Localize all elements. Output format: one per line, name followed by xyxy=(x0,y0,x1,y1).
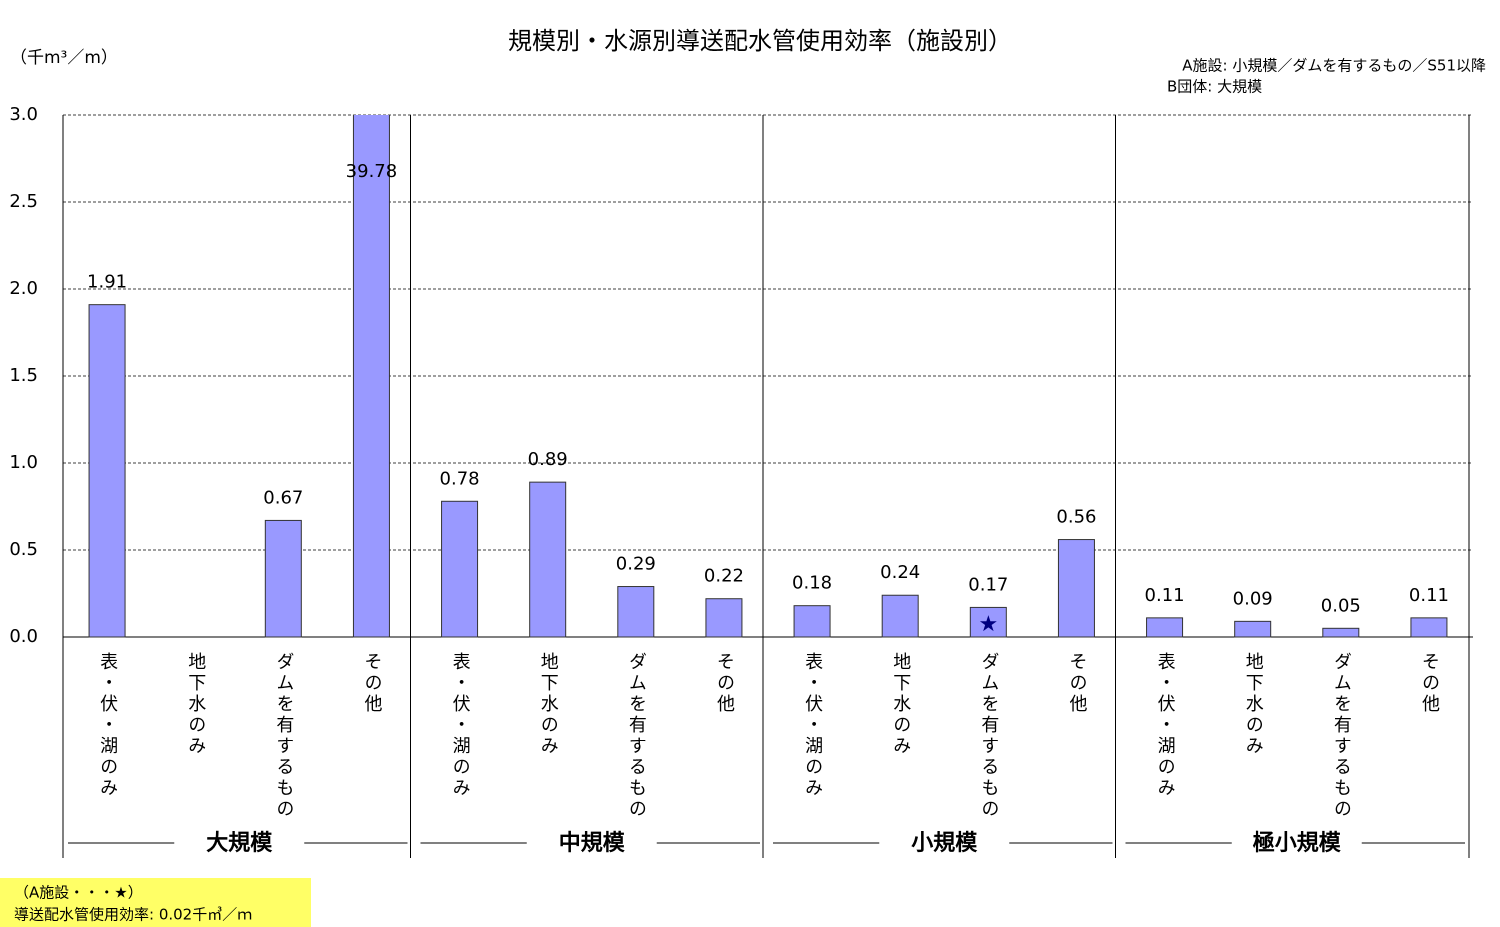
bar xyxy=(1234,620,1272,638)
value-label: 0.78 xyxy=(440,468,480,489)
value-label: 0.67 xyxy=(263,487,303,508)
value-label: 0.17 xyxy=(968,574,1008,595)
x-tick-label: 表・伏・湖のみ xyxy=(97,652,118,799)
group-label: 極小規模 xyxy=(1253,830,1342,856)
y-unit: （千m³／m） xyxy=(10,48,118,68)
x-tick-label: ダムを有するもの xyxy=(626,652,647,820)
bar xyxy=(617,586,655,638)
footnote: 導送配水管使用効率: 0.02千㎥／ｍ xyxy=(14,906,252,924)
bar xyxy=(881,594,919,638)
bar xyxy=(352,115,390,638)
bar xyxy=(793,605,831,638)
y-tick-label: 2.0 xyxy=(9,278,38,299)
x-tick-label: 表・伏・湖のみ xyxy=(1155,652,1176,799)
group-label: 中規模 xyxy=(559,831,626,856)
value-label: 39.78 xyxy=(346,161,398,182)
bar xyxy=(264,519,302,638)
bar xyxy=(1146,617,1184,638)
group-label: 小規模 xyxy=(911,831,978,856)
y-tick-label: 2.5 xyxy=(9,191,38,212)
x-tick-label: 表・伏・湖のみ xyxy=(450,652,471,799)
value-label: 0.18 xyxy=(792,573,832,594)
value-label: 0.05 xyxy=(1321,595,1361,616)
note: A施設: 小規模／ダムを有するもの／S51以降 xyxy=(1182,57,1486,75)
bar xyxy=(88,304,126,638)
bar xyxy=(1057,539,1095,638)
bar xyxy=(705,598,743,638)
group-label: 大規模 xyxy=(206,831,273,856)
value-label: 0.22 xyxy=(704,566,744,587)
footnote: （A施設・・・★） xyxy=(14,884,143,902)
x-tick-label: 表・伏・湖のみ xyxy=(802,652,823,799)
note: B団体: 大規模 xyxy=(1167,78,1262,96)
value-label: 0.09 xyxy=(1233,588,1273,609)
x-tick-label: その他 xyxy=(1419,652,1440,715)
value-label: 0.29 xyxy=(616,554,656,575)
x-tick-label: ダムを有するもの xyxy=(273,652,294,820)
x-tick-label: 地下水のみ xyxy=(185,652,206,757)
value-label: 0.56 xyxy=(1056,507,1096,528)
bar xyxy=(441,500,479,638)
y-tick-label: 1.5 xyxy=(9,365,38,386)
y-tick-label: 3.0 xyxy=(9,104,38,125)
chart-title: 規模別・水源別導送配水管使用効率（施設別） xyxy=(508,27,1012,55)
value-label: 0.11 xyxy=(1145,585,1185,606)
value-label: 0.89 xyxy=(528,449,568,470)
value-label: 1.91 xyxy=(87,272,127,293)
x-tick-label: その他 xyxy=(1066,652,1087,715)
bar xyxy=(1410,617,1448,638)
footnote-box xyxy=(0,878,311,927)
y-tick-label: 1.0 xyxy=(9,452,38,473)
x-tick-label: ダムを有するもの xyxy=(978,652,999,820)
x-tick-label: その他 xyxy=(714,652,735,715)
value-label: 0.11 xyxy=(1409,585,1449,606)
bar xyxy=(529,481,567,638)
y-tick-label: 0.0 xyxy=(9,626,38,647)
star-marker: ★ xyxy=(978,612,998,637)
x-tick-label: その他 xyxy=(361,652,382,715)
y-tick-label: 0.5 xyxy=(9,539,38,560)
bar xyxy=(1322,627,1360,638)
value-label: 0.24 xyxy=(880,562,920,583)
x-tick-label: 地下水のみ xyxy=(538,652,559,757)
x-tick-label: 地下水のみ xyxy=(890,652,911,757)
bar xyxy=(969,606,1007,638)
x-tick-label: ダムを有するもの xyxy=(1331,652,1352,820)
x-tick-label: 地下水のみ xyxy=(1243,652,1264,757)
